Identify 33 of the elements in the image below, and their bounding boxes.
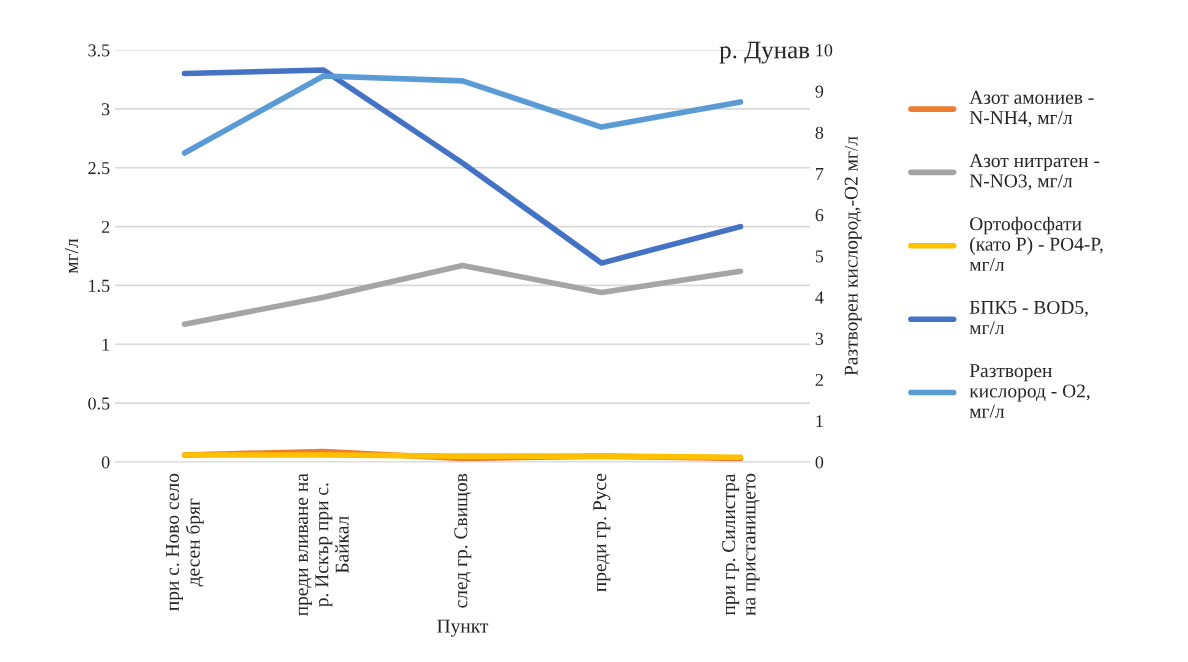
- y-axis-title: мг/л: [65, 238, 79, 274]
- x-tick-label: преди гр. Русе: [593, 473, 611, 592]
- y2-tick-label: 1: [816, 415, 823, 428]
- y2-axis-title: Разтворен кислород,-O2 мг/л: [844, 136, 862, 376]
- x-tick-label: при гр. Силистра на пристанището: [722, 473, 760, 616]
- y2-tick-label: 2: [815, 373, 823, 386]
- y2-tick-label: 4: [815, 291, 824, 304]
- legend-label: Ортофосфати (като Р) - PO4-P, мг/л: [969, 216, 1103, 272]
- legend-label: Азот нитратен - N-NO3, мг/л: [969, 154, 1100, 191]
- y-tick-label: 0: [101, 456, 110, 469]
- x-axis-title: Пункт: [437, 619, 489, 637]
- y2-tick-label: 8: [815, 126, 824, 139]
- x-tick-label: при с. Ново село десен бряг: [166, 473, 204, 611]
- y-tick-label: 2.5: [88, 162, 110, 175]
- y2-tick-label: 10: [816, 44, 833, 57]
- x-tick-label: преди вливане на р. Искър при с. Байкал: [298, 473, 349, 616]
- y-tick-label: 3: [101, 103, 110, 116]
- y-tick-label: 3.5: [88, 44, 110, 57]
- x-tick-label: след гр. Свищов: [454, 473, 472, 608]
- y2-tick-label: 6: [815, 209, 824, 222]
- y2-tick-label: 5: [815, 250, 824, 263]
- legend-label: БПК5 - BOD5, мг/л: [969, 300, 1088, 335]
- chart-title: р. Дунав: [719, 41, 810, 64]
- y-tick-label: 1: [102, 338, 110, 351]
- y2-tick-label: 0: [815, 456, 824, 469]
- y2-tick-label: 9: [815, 85, 824, 98]
- y2-tick-label: 3: [815, 332, 824, 345]
- legend-label: Разтворен кислород - O2, мг/л: [969, 364, 1090, 418]
- legend-label: Азот амониев - N-NH4, мг/л: [969, 90, 1094, 128]
- y-tick-label: 2: [101, 220, 110, 233]
- y-tick-label: 1.5: [89, 279, 110, 292]
- y2-tick-label: 7: [816, 168, 824, 180]
- y-tick-label: 0.5: [88, 397, 110, 410]
